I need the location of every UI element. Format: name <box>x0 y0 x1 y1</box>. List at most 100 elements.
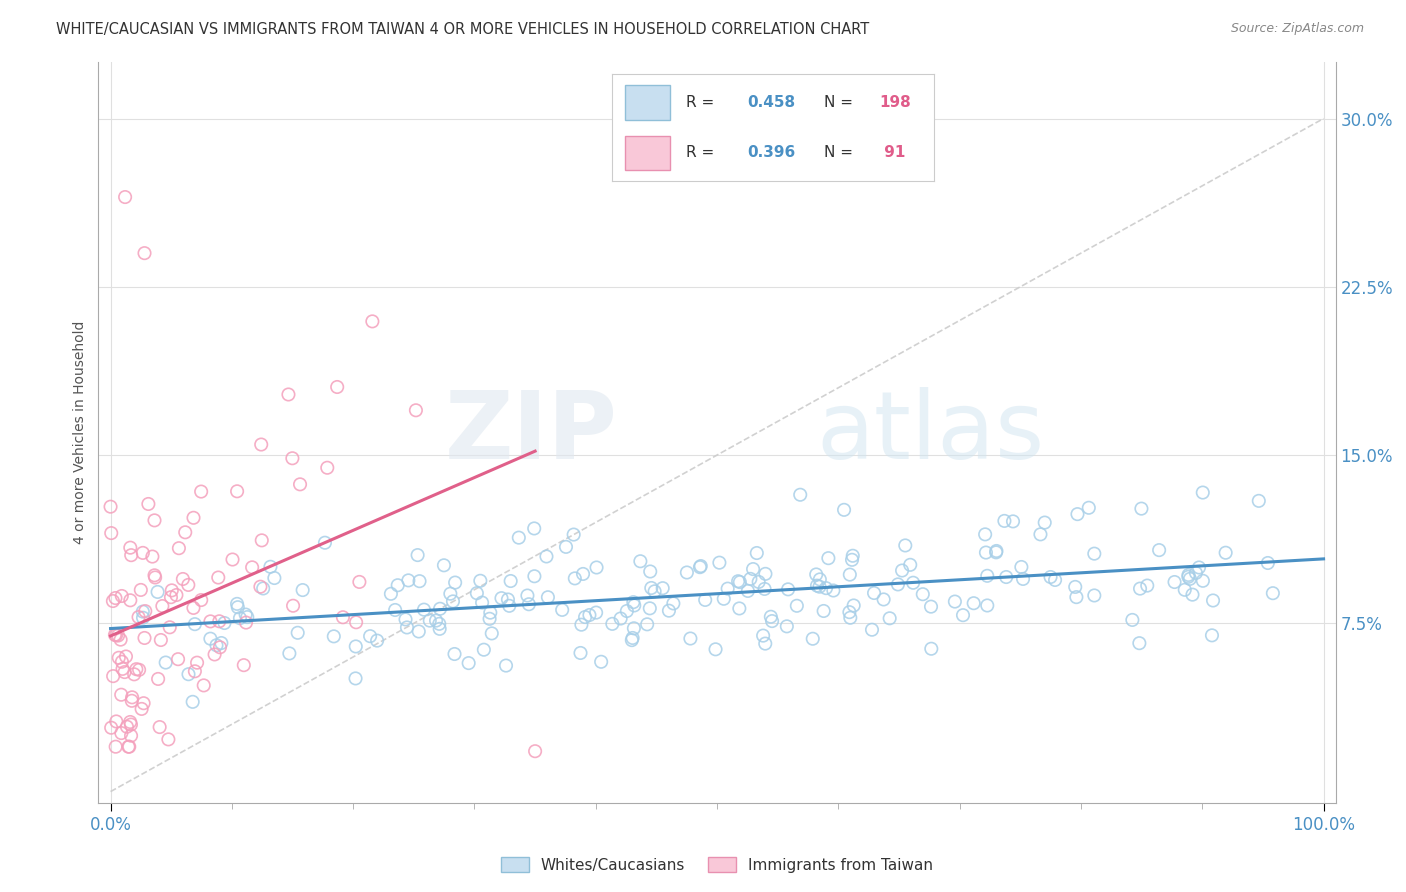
Point <box>240 560 263 574</box>
Point <box>887 577 910 591</box>
Point <box>984 545 1007 559</box>
Point <box>728 601 751 615</box>
Point <box>322 629 344 643</box>
Point <box>1178 572 1201 586</box>
Point <box>974 545 997 559</box>
Point <box>901 575 924 590</box>
Point <box>132 611 155 625</box>
Point <box>704 642 727 657</box>
Point <box>891 564 914 578</box>
Point <box>498 599 520 613</box>
Point <box>288 477 311 491</box>
Point <box>636 617 658 632</box>
Point <box>149 633 172 648</box>
Point <box>344 615 367 630</box>
Point <box>1077 500 1099 515</box>
Point <box>110 632 132 647</box>
Point <box>120 714 142 729</box>
Point <box>754 637 776 651</box>
Point <box>679 632 702 646</box>
Point <box>1129 582 1152 596</box>
Point <box>620 633 643 648</box>
Point <box>808 580 831 594</box>
Point <box>132 546 155 560</box>
Point <box>226 600 249 615</box>
Point <box>281 599 304 613</box>
Point <box>1177 568 1199 582</box>
Point <box>616 604 638 618</box>
Point <box>472 642 495 657</box>
Point <box>963 596 986 610</box>
Point <box>214 615 236 630</box>
Point <box>115 649 138 664</box>
Point <box>105 714 128 729</box>
Point <box>138 497 160 511</box>
Point <box>120 593 142 607</box>
Point <box>200 632 222 646</box>
Point <box>662 596 685 610</box>
Point <box>644 584 666 599</box>
Point <box>190 593 212 607</box>
Point <box>986 544 1008 558</box>
Point <box>952 608 974 623</box>
Point <box>572 566 595 581</box>
Point <box>754 566 776 581</box>
Point <box>1181 588 1204 602</box>
Point <box>623 621 645 635</box>
Point <box>183 510 205 524</box>
Point <box>155 656 177 670</box>
Point <box>120 548 142 562</box>
Point <box>143 513 166 527</box>
Point <box>1083 547 1105 561</box>
Point <box>174 525 197 540</box>
Point <box>562 527 585 541</box>
Point <box>413 602 436 616</box>
Point <box>1247 494 1270 508</box>
Point <box>516 589 538 603</box>
Point <box>129 582 152 597</box>
Point <box>1261 586 1284 600</box>
Point <box>754 582 776 596</box>
Point <box>396 574 419 588</box>
Point <box>727 574 749 589</box>
Point <box>149 720 172 734</box>
Point <box>537 591 560 605</box>
Point <box>786 599 808 613</box>
Point <box>120 717 142 731</box>
Point <box>100 721 122 735</box>
Point <box>208 615 231 629</box>
Point <box>134 246 156 260</box>
Point <box>1188 560 1211 574</box>
Point <box>104 739 127 754</box>
Point <box>160 583 183 598</box>
Point <box>132 696 155 710</box>
Point <box>740 572 762 586</box>
Point <box>165 588 187 602</box>
Point <box>838 605 860 619</box>
Point <box>281 451 304 466</box>
Point <box>1147 543 1170 558</box>
Point <box>920 641 942 656</box>
Point <box>1064 580 1087 594</box>
Point <box>1039 570 1062 584</box>
Point <box>591 655 613 669</box>
Point <box>143 570 166 584</box>
Point <box>689 559 711 574</box>
Point <box>713 591 735 606</box>
Point <box>745 546 768 560</box>
Point <box>569 646 592 660</box>
Point <box>737 583 759 598</box>
Point <box>250 533 273 548</box>
Point <box>107 650 129 665</box>
Point <box>742 562 765 576</box>
Point <box>1010 560 1032 574</box>
Point <box>146 585 169 599</box>
Point <box>1192 574 1215 588</box>
Point <box>278 647 301 661</box>
Point <box>551 603 574 617</box>
Point <box>1191 485 1213 500</box>
Point <box>287 625 309 640</box>
Point <box>101 594 124 608</box>
Point <box>425 614 447 628</box>
Point <box>205 638 228 652</box>
